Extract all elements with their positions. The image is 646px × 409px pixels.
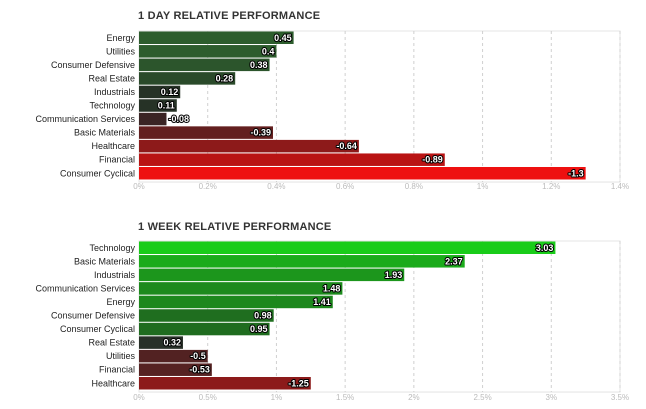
category-label: Utilities bbox=[106, 351, 136, 361]
bar-communication-services bbox=[139, 112, 167, 126]
value-label: 2.37 bbox=[445, 256, 463, 266]
category-label: Consumer Cyclical bbox=[60, 168, 135, 178]
x-tick-label: 0% bbox=[133, 182, 145, 191]
category-label: Technology bbox=[89, 243, 135, 253]
category-label: Energy bbox=[106, 33, 135, 43]
bar-industrials bbox=[139, 85, 181, 99]
category-label: Communication Services bbox=[35, 114, 135, 124]
x-tick-label: 2% bbox=[408, 393, 420, 402]
value-label: -0.08 bbox=[168, 114, 189, 124]
category-label: Technology bbox=[89, 101, 135, 111]
category-label: Industrials bbox=[94, 270, 136, 280]
x-tick-label: 0.6% bbox=[336, 182, 354, 191]
value-label: 0.32 bbox=[163, 338, 181, 348]
value-label: 1.93 bbox=[385, 270, 403, 280]
value-label: -0.53 bbox=[189, 365, 210, 375]
x-tick-label: 0.4% bbox=[267, 182, 285, 191]
category-label: Real Estate bbox=[88, 338, 135, 348]
category-label: Financial bbox=[99, 365, 135, 375]
bar-financial bbox=[139, 153, 445, 166]
category-label: Financial bbox=[99, 155, 135, 165]
value-label: 3.03 bbox=[536, 243, 554, 253]
bar-utilities bbox=[139, 45, 277, 58]
value-label: -0.64 bbox=[336, 141, 357, 151]
category-label: Consumer Cyclical bbox=[60, 324, 135, 334]
bar-basic-materials bbox=[139, 126, 273, 139]
category-label: Energy bbox=[106, 297, 135, 307]
bar-consumer-defensive bbox=[139, 58, 270, 72]
x-tick-label: 0.5% bbox=[199, 393, 217, 402]
value-label: 0.4 bbox=[262, 46, 275, 56]
bar-real-estate bbox=[139, 336, 183, 349]
x-tick-label: 1.4% bbox=[611, 182, 629, 191]
x-tick-label: 0% bbox=[133, 393, 145, 402]
value-label: 0.45 bbox=[274, 33, 292, 43]
chart-title-1week: 1 WEEK RELATIVE PERFORMANCE bbox=[138, 221, 332, 233]
bar-consumer-defensive bbox=[139, 309, 274, 322]
bar-real-estate bbox=[139, 72, 236, 85]
bar-technology bbox=[139, 241, 556, 254]
value-label: -1.3 bbox=[568, 168, 584, 178]
category-label: Healthcare bbox=[91, 378, 135, 388]
bar-industrials bbox=[139, 268, 405, 282]
x-tick-label: 1.2% bbox=[542, 182, 560, 191]
category-label: Communication Services bbox=[35, 283, 135, 293]
bar-utilities bbox=[139, 349, 208, 363]
category-label: Consumer Defensive bbox=[51, 60, 135, 70]
category-label: Industrials bbox=[94, 87, 136, 97]
value-label: 0.28 bbox=[216, 73, 234, 83]
value-label: 0.38 bbox=[250, 60, 268, 70]
value-label: -1.25 bbox=[288, 378, 309, 388]
bar-consumer-cyclical bbox=[139, 167, 586, 180]
value-label: 0.12 bbox=[161, 87, 179, 97]
chart-title-1day: 1 DAY RELATIVE PERFORMANCE bbox=[138, 10, 321, 22]
value-label: 0.11 bbox=[158, 101, 175, 111]
value-label: -0.5 bbox=[190, 351, 206, 361]
chart-1week-relative-performance: 0% 0.5% 1% 1.5% 2% 2.5% 3% 3.5% Technology 3.03 Ba… bbox=[35, 240, 629, 402]
value-label: 0.98 bbox=[254, 311, 272, 321]
category-label: Consumer Defensive bbox=[51, 311, 135, 321]
x-tick-label: 2.5% bbox=[473, 393, 491, 402]
x-tick-label: 1% bbox=[477, 182, 489, 191]
bar-communication-services bbox=[139, 282, 343, 295]
chart-1day-relative-performance: 0% 0.2% 0.4% 0.6% 0.8% 1% 1.2% 1.4% Energy 0.45 Ut… bbox=[35, 30, 629, 191]
value-label: -0.39 bbox=[250, 128, 271, 138]
bar-technology bbox=[139, 99, 177, 112]
category-label: Basic Materials bbox=[74, 128, 136, 138]
x-tick-label: 1.5% bbox=[336, 393, 354, 402]
category-label: Utilities bbox=[106, 46, 136, 56]
bar-healthcare bbox=[139, 377, 311, 390]
bar-basic-materials bbox=[139, 255, 465, 268]
bar-energy bbox=[139, 31, 294, 44]
bar-consumer-cyclical bbox=[139, 322, 270, 336]
value-label: -0.89 bbox=[422, 155, 443, 165]
value-label: 1.48 bbox=[323, 283, 341, 293]
category-label: Real Estate bbox=[88, 73, 135, 83]
bar-financial bbox=[139, 363, 212, 376]
bar-healthcare bbox=[139, 139, 359, 153]
value-label: 1.41 bbox=[313, 297, 331, 307]
value-label: 0.95 bbox=[250, 324, 268, 334]
category-label: Healthcare bbox=[91, 141, 135, 151]
x-tick-label: 0.2% bbox=[199, 182, 217, 191]
x-tick-label: 3.5% bbox=[611, 393, 629, 402]
x-tick-label: 1% bbox=[271, 393, 283, 402]
x-tick-label: 0.8% bbox=[405, 182, 423, 191]
bar-energy bbox=[139, 295, 333, 309]
x-tick-label: 3% bbox=[546, 393, 558, 402]
category-label: Basic Materials bbox=[74, 256, 136, 266]
